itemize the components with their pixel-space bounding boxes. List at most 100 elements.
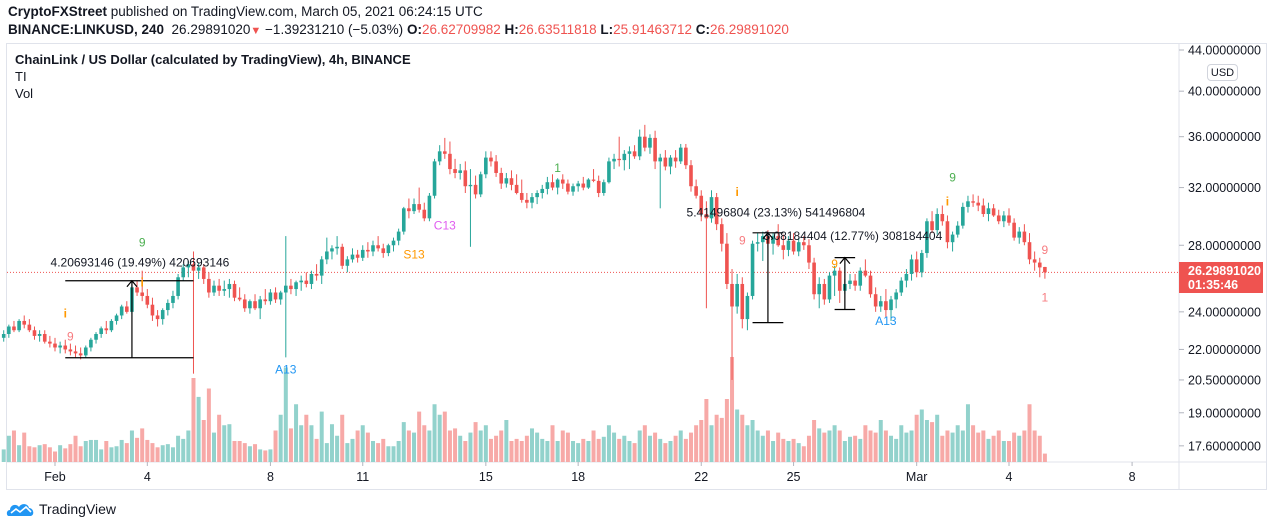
candle-body[interactable] <box>909 259 914 274</box>
candle-body[interactable] <box>242 299 247 309</box>
candle-body[interactable] <box>309 273 314 284</box>
candle-body[interactable] <box>448 153 452 170</box>
candle-body[interactable] <box>878 301 883 307</box>
candle-body[interactable] <box>422 209 427 219</box>
candle-body[interactable] <box>566 183 570 192</box>
candle-body[interactable] <box>12 326 16 331</box>
candle-body[interactable] <box>1017 231 1022 238</box>
candle-body[interactable] <box>212 285 216 293</box>
candle-body[interactable] <box>355 254 360 258</box>
candle-body[interactable] <box>586 179 591 188</box>
author-name[interactable]: CryptoFXStreet <box>8 4 108 19</box>
candle-body[interactable] <box>58 345 62 348</box>
candle-body[interactable] <box>894 292 898 300</box>
candle-body[interactable] <box>407 208 411 212</box>
candle-body[interactable] <box>289 285 293 290</box>
candle-body[interactable] <box>22 320 27 325</box>
candle-body[interactable] <box>381 248 386 254</box>
candle-body[interactable] <box>745 295 750 320</box>
candle-body[interactable] <box>135 287 139 293</box>
candle-body[interactable] <box>740 283 745 320</box>
candle-body[interactable] <box>904 273 909 281</box>
candle-body[interactable] <box>637 136 642 157</box>
candle-body[interactable] <box>366 249 370 252</box>
candle-body[interactable] <box>273 292 278 300</box>
candle-body[interactable] <box>858 270 863 286</box>
candle-body[interactable] <box>160 310 165 320</box>
candle-body[interactable] <box>571 186 575 192</box>
candle-body[interactable] <box>853 280 857 286</box>
candle-body[interactable] <box>678 147 683 162</box>
candle-body[interactable] <box>453 169 457 173</box>
candle-body[interactable] <box>32 330 37 336</box>
candle-body[interactable] <box>171 295 175 303</box>
candle-body[interactable] <box>914 259 919 273</box>
candle-body[interactable] <box>822 283 827 300</box>
candle-body[interactable] <box>519 193 524 200</box>
candle-body[interactable] <box>699 195 704 215</box>
currency-badge[interactable]: USD <box>1207 64 1238 81</box>
candle-body[interactable] <box>848 280 852 284</box>
candle-body[interactable] <box>596 180 601 194</box>
candle-body[interactable] <box>899 280 904 293</box>
candle-body[interactable] <box>684 147 688 166</box>
candle-body[interactable] <box>386 245 391 254</box>
candle-body[interactable] <box>258 299 262 309</box>
candle-body[interactable] <box>335 246 339 249</box>
candle-body[interactable] <box>530 197 534 203</box>
candle-body[interactable] <box>581 183 586 188</box>
candle-body[interactable] <box>817 283 822 295</box>
candle-body[interactable] <box>314 273 319 276</box>
candle-body[interactable] <box>514 184 519 194</box>
candle-body[interactable] <box>735 283 739 307</box>
candle-body[interactable] <box>104 328 109 331</box>
candle-body[interactable] <box>668 157 673 167</box>
candle-body[interactable] <box>689 165 693 187</box>
candle-body[interactable] <box>560 179 565 184</box>
candle-body[interactable] <box>550 182 555 188</box>
candle-body[interactable] <box>417 204 421 210</box>
candle-body[interactable] <box>996 215 1001 222</box>
candle-body[interactable] <box>791 240 796 252</box>
candle-body[interactable] <box>873 294 878 307</box>
candle-body[interactable] <box>17 320 21 331</box>
candle-body[interactable] <box>340 246 345 266</box>
candle-body[interactable] <box>53 343 57 348</box>
candle-body[interactable] <box>48 341 52 344</box>
candle-body[interactable] <box>622 153 627 161</box>
legend-indicator-vol[interactable]: Vol <box>15 86 34 101</box>
candle-body[interactable] <box>694 186 698 196</box>
candle-body[interactable] <box>1037 262 1042 268</box>
candle-body[interactable] <box>391 240 396 246</box>
candle-body[interactable] <box>535 193 539 198</box>
candle-body[interactable] <box>114 315 119 321</box>
candle-body[interactable] <box>140 292 144 296</box>
candle-body[interactable] <box>627 151 632 154</box>
candle-body[interactable] <box>509 178 514 185</box>
candle-body[interactable] <box>109 320 114 331</box>
candle-body[interactable] <box>443 151 447 154</box>
candle-body[interactable] <box>945 221 950 243</box>
candle-body[interactable] <box>1002 215 1006 222</box>
candle-body[interactable] <box>643 136 647 148</box>
candle-body[interactable] <box>796 242 801 252</box>
candle-body[interactable] <box>719 224 724 244</box>
candle-body[interactable] <box>494 161 498 173</box>
candle-body[interactable] <box>396 231 401 241</box>
candle-body[interactable] <box>617 158 621 161</box>
candle-body[interactable] <box>966 201 970 207</box>
candle-body[interactable] <box>1012 222 1016 238</box>
candle-body[interactable] <box>284 285 288 293</box>
candle-body[interactable] <box>714 197 719 225</box>
candle-body[interactable] <box>663 157 668 167</box>
candle-body[interactable] <box>222 289 227 291</box>
candle-body[interactable] <box>458 170 462 173</box>
candle-body[interactable] <box>371 245 375 252</box>
candle-body[interactable] <box>889 299 893 311</box>
candle-body[interactable] <box>673 157 678 162</box>
candle-body[interactable] <box>186 264 191 268</box>
candle-body[interactable] <box>986 208 991 215</box>
candle-body[interactable] <box>812 262 816 295</box>
candle-body[interactable] <box>437 151 442 162</box>
